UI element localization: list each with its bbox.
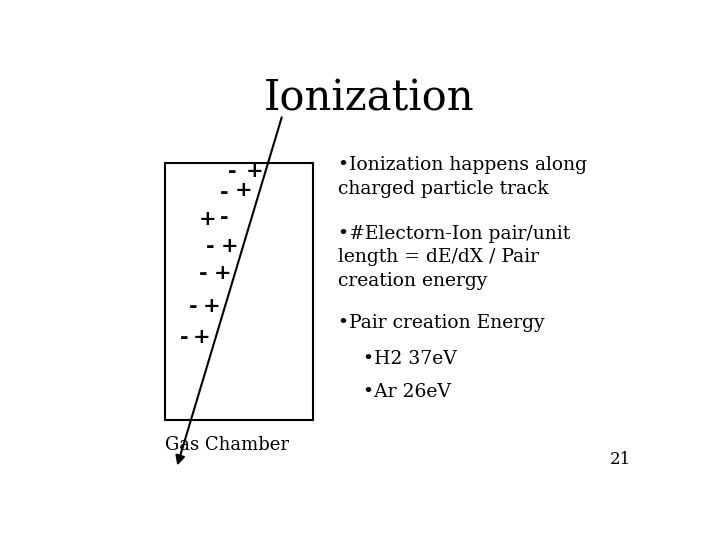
Text: -: -	[228, 161, 237, 181]
Text: +: +	[221, 235, 238, 255]
Bar	[166, 163, 313, 420]
Text: +: +	[235, 179, 252, 200]
Text: +: +	[213, 262, 231, 283]
Text: •Ar 26eV: •Ar 26eV	[364, 383, 451, 401]
Text: •#Electorn-Ion pair/unit
length = dE/dX / Pair
creation energy: •#Electorn-Ion pair/unit length = dE/dX …	[338, 225, 570, 290]
Text: •Ionization happens along
charged particle track: •Ionization happens along charged partic…	[338, 156, 588, 198]
Text: -: -	[179, 327, 188, 347]
Text: Ionization: Ionization	[264, 77, 474, 119]
Text: -: -	[189, 296, 197, 316]
Text: -: -	[199, 262, 207, 283]
Text: +: +	[199, 208, 216, 228]
Text: +: +	[246, 161, 264, 181]
Text: Gas Chamber: Gas Chamber	[165, 436, 289, 454]
Text: 21: 21	[610, 451, 631, 468]
Text: -: -	[206, 235, 215, 255]
Text: •H2 37eV: •H2 37eV	[364, 349, 457, 368]
Text: -: -	[220, 181, 228, 201]
Text: •Pair creation Energy: •Pair creation Energy	[338, 314, 545, 332]
Text: +: +	[193, 327, 210, 347]
Text: -: -	[220, 207, 228, 227]
Text: +: +	[203, 296, 220, 316]
